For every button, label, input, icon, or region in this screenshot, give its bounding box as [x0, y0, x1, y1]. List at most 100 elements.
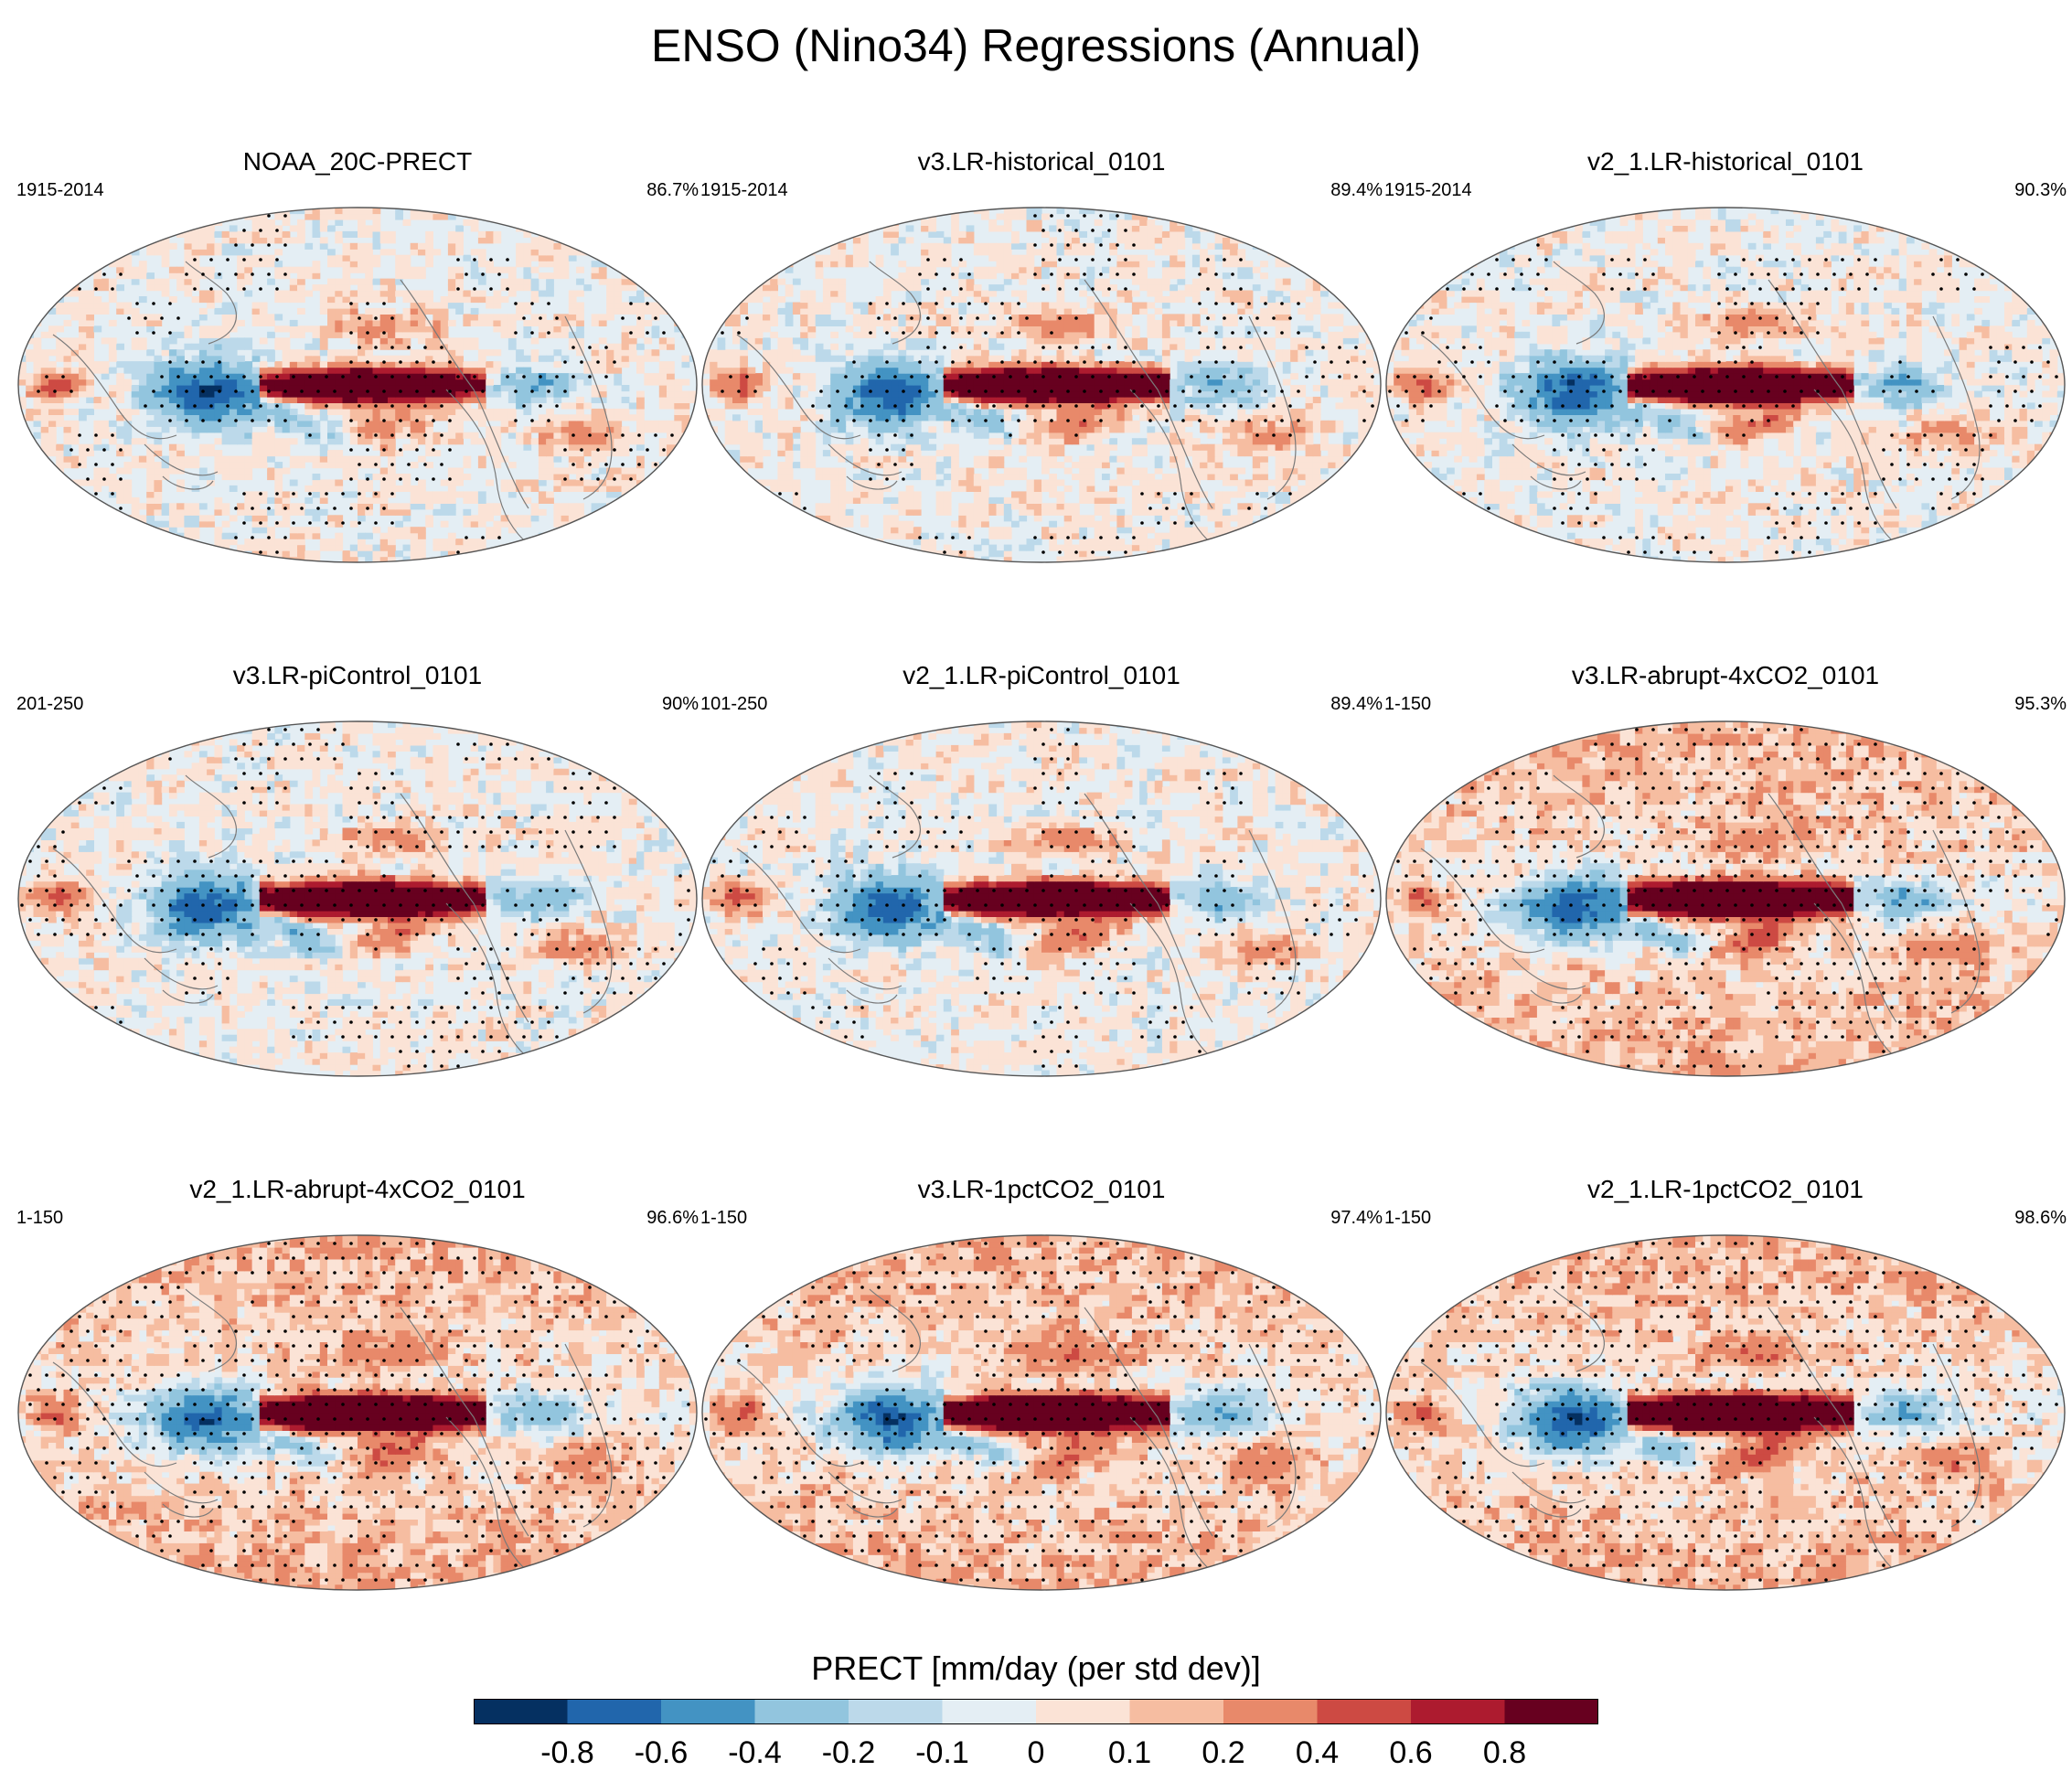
field-cell — [70, 272, 80, 280]
field-cell — [546, 219, 554, 226]
field-cell — [161, 343, 170, 350]
field-cell — [1260, 420, 1268, 427]
field-cell — [372, 337, 381, 345]
field-cell — [875, 485, 884, 492]
field-cell — [388, 296, 396, 304]
field-cell — [79, 343, 87, 350]
stipple-dot — [456, 550, 460, 554]
field-cell — [845, 438, 854, 445]
field-cell — [440, 307, 449, 315]
field-cell — [433, 402, 442, 410]
stipple-dot — [530, 419, 534, 422]
field-cell — [1109, 443, 1117, 451]
field-cell — [138, 462, 147, 469]
stipple-dot — [440, 463, 443, 466]
field-cell — [1003, 508, 1012, 516]
field-cell — [1342, 550, 1351, 558]
field-cell — [973, 426, 982, 433]
field-cell — [1170, 462, 1178, 469]
field-cell — [447, 532, 456, 539]
field-cell — [191, 208, 200, 215]
field-cell — [154, 496, 163, 504]
field-cell — [425, 414, 433, 421]
field-cell — [732, 420, 741, 427]
field-cell — [379, 337, 389, 345]
field-cell — [1170, 539, 1178, 546]
field-cell — [395, 532, 403, 539]
field-cell — [433, 450, 442, 457]
field-cell — [379, 467, 389, 475]
field-cell — [440, 544, 449, 551]
field-cell — [221, 438, 230, 445]
field-cell — [1049, 508, 1057, 516]
field-cell — [131, 402, 140, 410]
field-cell — [470, 385, 479, 392]
field-cell — [838, 479, 847, 486]
field-cell — [717, 485, 726, 492]
stipple-dot — [69, 389, 73, 393]
field-cell — [606, 426, 614, 433]
field-cell — [447, 474, 456, 481]
field-cell — [237, 390, 245, 398]
field-cell — [981, 426, 989, 433]
field-cell — [289, 349, 298, 357]
field-cell — [621, 527, 630, 534]
field-cell — [507, 266, 517, 273]
field-cell — [777, 467, 786, 475]
field-cell — [56, 408, 64, 415]
field-cell — [161, 284, 170, 292]
field-cell — [614, 503, 623, 510]
field-cell — [621, 426, 630, 433]
field-cell — [561, 355, 570, 362]
field-cell — [358, 219, 366, 226]
field-cell — [433, 343, 442, 350]
field-cell — [418, 349, 426, 357]
field-cell — [477, 237, 486, 244]
field-cell — [161, 367, 170, 374]
field-cell — [63, 396, 72, 403]
stipple-dot — [283, 419, 287, 422]
field-cell — [523, 242, 532, 250]
field-cell — [425, 443, 433, 451]
field-cell — [86, 213, 94, 220]
field-cell — [546, 254, 554, 261]
field-cell — [516, 479, 524, 486]
field-cell — [1177, 474, 1186, 481]
field-cell — [138, 550, 147, 558]
stipple-dot — [275, 550, 279, 554]
field-cell — [966, 556, 975, 562]
field-cell — [1003, 438, 1012, 445]
field-cell — [221, 319, 230, 326]
field-cell — [154, 408, 163, 415]
field-cell — [546, 474, 554, 481]
field-cell — [1207, 432, 1216, 439]
field-cell — [1298, 532, 1307, 539]
field-cell — [244, 414, 253, 421]
field-cell — [388, 450, 396, 457]
field-cell — [48, 325, 57, 333]
field-cell — [335, 314, 344, 321]
stipple-dot — [382, 389, 386, 393]
field-cell — [553, 426, 562, 433]
field-cell — [79, 249, 87, 256]
field-cell — [176, 485, 185, 492]
stipple-dot — [234, 272, 238, 276]
field-cell — [327, 479, 336, 486]
field-cell — [1147, 496, 1156, 504]
field-cell — [40, 485, 49, 492]
field-cell — [928, 455, 937, 463]
field-cell — [966, 426, 975, 433]
field-cell — [1177, 532, 1186, 539]
field-cell — [358, 544, 366, 551]
field-cell — [56, 450, 64, 457]
field-cell — [747, 496, 756, 504]
field-cell — [229, 249, 238, 256]
field-cell — [1184, 438, 1193, 445]
field-cell — [1351, 496, 1359, 504]
field-cell — [667, 225, 675, 232]
field-cell — [538, 420, 547, 427]
field-cell — [996, 550, 1005, 558]
field-cell — [184, 402, 193, 410]
stipple-dot — [489, 287, 493, 291]
field-cell — [689, 390, 697, 398]
